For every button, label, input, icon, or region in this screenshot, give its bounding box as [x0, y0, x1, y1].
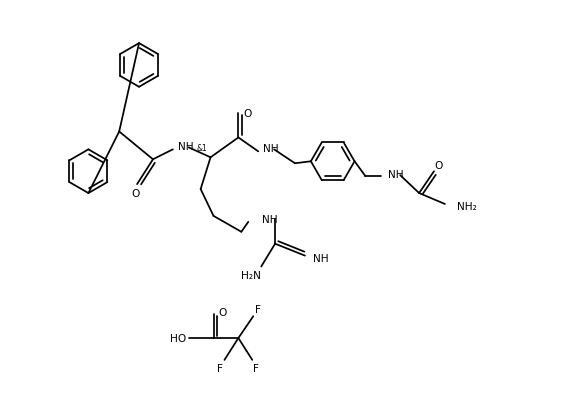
- Text: &1: &1: [197, 144, 207, 152]
- Text: F: F: [255, 304, 261, 314]
- Text: NH: NH: [388, 170, 404, 180]
- Text: NH: NH: [263, 144, 279, 154]
- Text: O: O: [243, 108, 251, 118]
- Text: F: F: [218, 363, 223, 373]
- Text: O: O: [131, 188, 139, 198]
- Text: F: F: [253, 363, 259, 373]
- Text: NH: NH: [178, 142, 193, 152]
- Text: H₂N: H₂N: [242, 271, 261, 281]
- Text: HO: HO: [171, 333, 187, 343]
- Text: NH: NH: [262, 214, 278, 224]
- Text: O: O: [218, 308, 226, 318]
- Text: O: O: [435, 161, 443, 171]
- Text: NH₂: NH₂: [457, 201, 477, 211]
- Text: NH: NH: [313, 253, 328, 263]
